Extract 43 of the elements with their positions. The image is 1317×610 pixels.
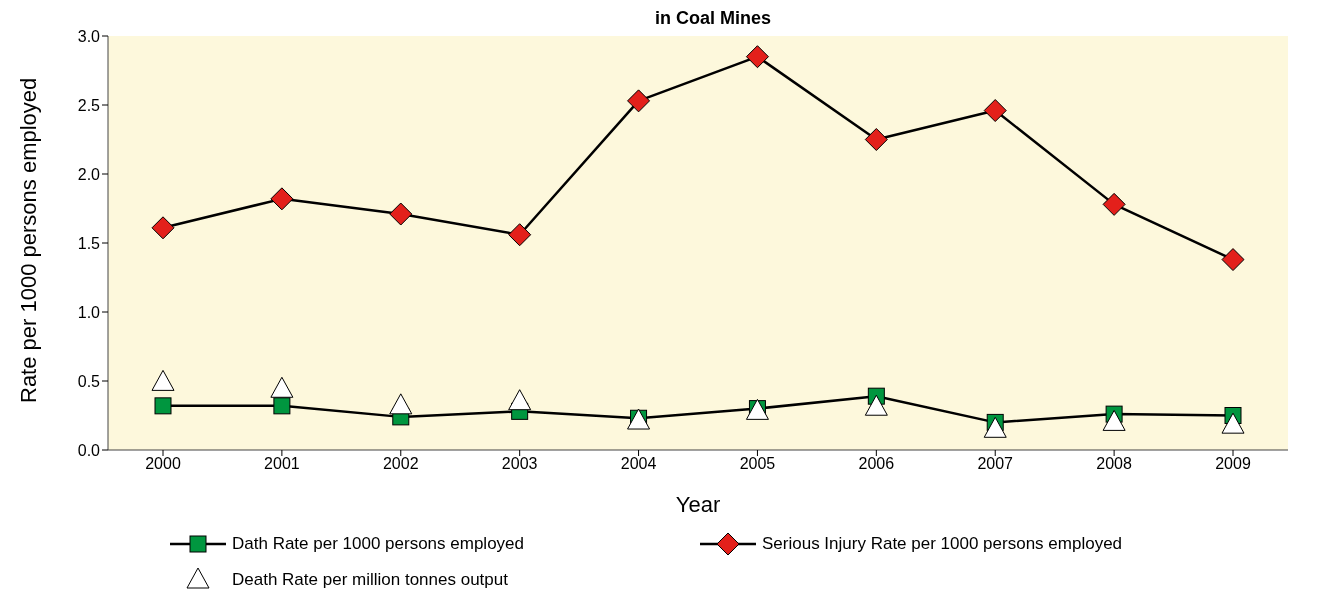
point — [151, 216, 175, 240]
point — [1102, 192, 1126, 216]
x-tick-label: 2004 — [620, 455, 657, 473]
x-tick-label: 2001 — [264, 455, 300, 473]
point — [508, 389, 532, 411]
chart-title: in Coal Mines — [654, 8, 772, 30]
point — [508, 223, 532, 247]
x-tick-label: 2005 — [739, 455, 776, 473]
y-axis-title: Rate per 1000 persons employed — [15, 77, 41, 403]
point — [273, 397, 291, 415]
y-tick-label: 2.0 — [77, 165, 101, 183]
point — [1221, 412, 1245, 434]
legend-label: Dath Rate per 1000 persons employed — [232, 534, 525, 554]
x-tick-label: 2002 — [382, 455, 419, 473]
x-tick-label: 2006 — [858, 455, 895, 473]
y-tick-label: 1.0 — [77, 303, 101, 321]
point — [154, 397, 172, 415]
legend-label: Death Rate per million tonnes output — [232, 570, 508, 590]
point — [864, 128, 888, 151]
point — [389, 202, 413, 226]
x-tick-label: 2000 — [145, 455, 181, 473]
x-tick-label: 2008 — [1096, 455, 1133, 473]
y-tick-label: 1.5 — [77, 234, 101, 252]
point — [270, 187, 294, 211]
y-tick-label: 0.5 — [77, 372, 101, 390]
point — [983, 99, 1007, 123]
point — [389, 393, 413, 415]
point — [270, 376, 294, 398]
x-tick-label: 2003 — [501, 455, 538, 473]
point — [1102, 409, 1126, 431]
x-axis-title: Year — [675, 492, 721, 517]
y-tick-label: 2.5 — [77, 96, 101, 114]
point — [745, 45, 769, 69]
y-tick-label: 3.0 — [77, 27, 101, 45]
y-tick-label: 0.0 — [77, 441, 101, 459]
legend-label: Serious Injury Rate per 1000 persons employed — [762, 534, 1123, 554]
point — [151, 369, 175, 391]
point — [864, 394, 888, 416]
point — [983, 416, 1007, 438]
x-tick-label: 2007 — [977, 455, 1014, 473]
x-tick-label: 2009 — [1215, 455, 1251, 473]
point — [627, 89, 651, 113]
point — [1221, 248, 1245, 272]
